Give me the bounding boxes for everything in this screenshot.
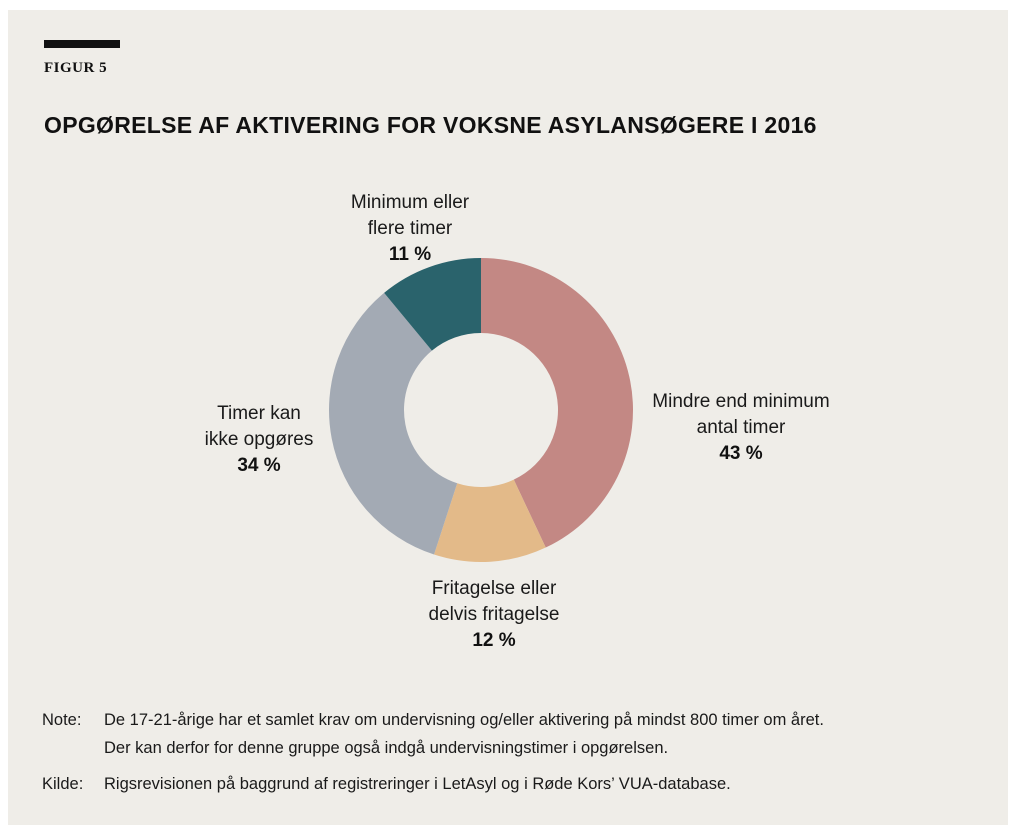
note-line-2: Der kan derfor for denne gruppe også ind… <box>104 739 669 757</box>
slice-label: ikke opgøres <box>205 429 314 450</box>
slice-percent-label: 43 % <box>719 443 762 464</box>
donut-slice <box>481 258 633 548</box>
slice-label: delvis fritagelse <box>429 604 560 625</box>
chart-title: OPGØRELSE AF AKTIVERING FOR VOKSNE ASYLA… <box>44 112 817 138</box>
slice-label: flere timer <box>368 218 453 239</box>
source-text: Rigsrevisionen på baggrund af registreri… <box>104 775 731 793</box>
donut-slice <box>434 479 546 562</box>
figure-accent-bar <box>44 40 120 48</box>
slice-label: Mindre end minimum <box>652 391 829 412</box>
slice-label: Timer kan <box>217 403 301 424</box>
donut-chart: Mindre end minimum antal timer 43 % Fritage… <box>205 192 830 651</box>
slice-label: antal timer <box>697 417 786 438</box>
note-line-1: De 17-21-årige har et samlet krav om und… <box>104 711 824 729</box>
note-block: Note: De 17-21-årige har et samlet krav o… <box>42 706 824 762</box>
source-key: Kilde: <box>42 775 84 793</box>
figure-label: FIGUR 5 <box>44 60 108 76</box>
figure-panel <box>8 10 1008 825</box>
source-block: Kilde: Rigsrevisionen på baggrund af regi… <box>42 770 731 798</box>
slice-percent-label: 12 % <box>472 630 515 651</box>
slice-percent-label: 11 % <box>389 244 431 265</box>
slice-label: Fritagelse eller <box>432 578 557 599</box>
donut-slice <box>328 292 458 555</box>
note-key: Note: <box>42 711 82 729</box>
slice-percent-label: 34 % <box>237 455 280 476</box>
donut-slice <box>384 258 481 351</box>
slice-label: Minimum eller <box>351 192 470 213</box>
